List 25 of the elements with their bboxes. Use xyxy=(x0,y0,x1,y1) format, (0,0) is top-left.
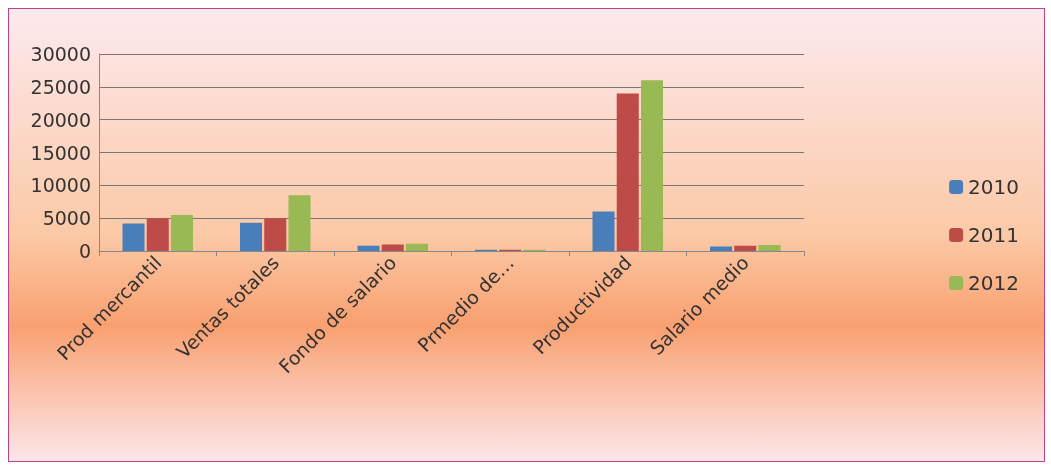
y-tick-label: 10000 xyxy=(30,174,91,197)
bar xyxy=(264,218,287,251)
bar xyxy=(616,93,639,251)
bar xyxy=(592,211,615,251)
y-tick-label: 30000 xyxy=(30,43,91,65)
bar xyxy=(122,223,145,251)
bar xyxy=(240,222,263,251)
bar xyxy=(405,243,428,251)
bar xyxy=(357,245,380,251)
y-tick-label: 25000 xyxy=(30,75,91,98)
bar xyxy=(381,244,404,251)
y-tick-label: 20000 xyxy=(30,108,91,131)
legend-label: 2011 xyxy=(968,223,1020,247)
bar xyxy=(710,246,733,251)
y-tick-label: 0 xyxy=(78,240,91,262)
bar xyxy=(288,195,311,251)
bar xyxy=(146,218,169,251)
legend-label: 2012 xyxy=(968,271,1020,295)
bar xyxy=(640,80,663,251)
bar xyxy=(170,214,193,251)
bar xyxy=(758,245,781,251)
legend-label: 2010 xyxy=(968,175,1020,199)
bar xyxy=(734,245,757,251)
y-tick-label: 15000 xyxy=(30,141,91,164)
y-tick-label: 5000 xyxy=(42,207,91,230)
